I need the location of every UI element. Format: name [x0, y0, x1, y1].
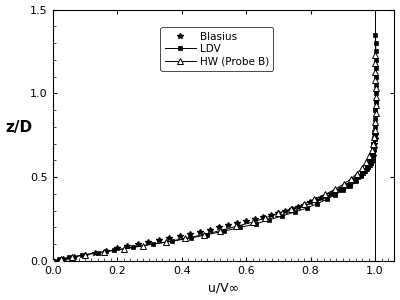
HW (Probe B) [373, 61, 378, 65]
LDV [362, 169, 367, 172]
HW (Probe B) [373, 95, 378, 98]
HW (Probe B) [50, 259, 55, 263]
Blasius [50, 259, 55, 263]
Blasius [372, 138, 377, 141]
Line: LDV: LDV [51, 33, 378, 263]
LDV [372, 130, 377, 134]
HW (Probe B) [312, 197, 316, 201]
HW (Probe B) [371, 142, 376, 146]
LDV [373, 117, 378, 120]
LDV [150, 242, 155, 246]
HW (Probe B) [373, 70, 378, 74]
LDV [112, 248, 116, 252]
LDV [131, 245, 136, 249]
HW (Probe B) [373, 87, 378, 90]
Blasius [370, 159, 374, 162]
LDV [372, 136, 376, 140]
HW (Probe B) [369, 148, 374, 152]
X-axis label: u/V∞: u/V∞ [208, 281, 239, 294]
LDV [373, 50, 378, 53]
HW (Probe B) [289, 207, 294, 211]
HW (Probe B) [140, 244, 145, 247]
LDV [315, 202, 320, 206]
LDV [374, 83, 378, 87]
LDV [57, 258, 62, 261]
HW (Probe B) [234, 224, 239, 228]
LDV [373, 33, 378, 37]
HW (Probe B) [70, 256, 74, 259]
LDV [374, 66, 378, 70]
LDV [79, 254, 84, 257]
Line: HW (Probe B): HW (Probe B) [50, 52, 378, 264]
LDV [221, 230, 226, 233]
Blasius [187, 232, 192, 236]
LDV [305, 206, 310, 210]
LDV [205, 233, 210, 236]
HW (Probe B) [348, 177, 353, 181]
LDV [340, 188, 345, 192]
LDV [189, 236, 194, 240]
LDV [332, 193, 337, 196]
LDV [254, 222, 258, 226]
HW (Probe B) [332, 188, 337, 191]
HW (Probe B) [121, 247, 126, 251]
LDV [373, 92, 378, 95]
LDV [369, 153, 374, 157]
Y-axis label: z/D: z/D [6, 120, 33, 135]
LDV [372, 125, 377, 129]
HW (Probe B) [373, 103, 378, 107]
HW (Probe B) [218, 229, 223, 232]
HW (Probe B) [372, 135, 376, 139]
LDV [348, 184, 352, 188]
Blasius [373, 134, 378, 137]
HW (Probe B) [367, 154, 372, 158]
LDV [96, 251, 100, 254]
Blasius [157, 238, 162, 242]
LDV [292, 210, 297, 214]
LDV [266, 218, 271, 222]
LDV [279, 214, 284, 218]
HW (Probe B) [182, 237, 187, 240]
LDV [367, 159, 372, 162]
HW (Probe B) [263, 216, 268, 220]
Legend: Blasius, LDV, HW (Probe B): Blasius, LDV, HW (Probe B) [160, 27, 274, 71]
HW (Probe B) [58, 258, 63, 261]
HW (Probe B) [355, 172, 360, 175]
HW (Probe B) [373, 78, 378, 82]
LDV [374, 58, 378, 62]
HW (Probe B) [276, 212, 281, 215]
LDV [237, 226, 242, 229]
HW (Probe B) [373, 120, 378, 124]
HW (Probe B) [364, 160, 369, 164]
HW (Probe B) [373, 53, 378, 57]
LDV [373, 41, 378, 45]
LDV [324, 197, 329, 201]
LDV [371, 142, 376, 146]
HW (Probe B) [250, 220, 255, 224]
HW (Probe B) [373, 112, 378, 115]
HW (Probe B) [202, 233, 207, 236]
HW (Probe B) [323, 193, 328, 196]
HW (Probe B) [372, 128, 377, 132]
Blasius [114, 247, 119, 250]
LDV [365, 164, 370, 168]
LDV [50, 259, 55, 263]
LDV [353, 179, 358, 183]
HW (Probe B) [360, 166, 365, 170]
HW (Probe B) [163, 240, 168, 244]
Blasius [252, 217, 257, 221]
LDV [66, 256, 71, 259]
LDV [373, 100, 378, 103]
HW (Probe B) [302, 202, 306, 206]
Line: Blasius: Blasius [50, 133, 378, 264]
HW (Probe B) [341, 182, 346, 186]
HW (Probe B) [102, 250, 107, 254]
LDV [358, 174, 363, 178]
HW (Probe B) [82, 253, 87, 256]
LDV [170, 239, 174, 243]
LDV [374, 75, 378, 78]
LDV [373, 108, 378, 112]
LDV [370, 147, 375, 151]
